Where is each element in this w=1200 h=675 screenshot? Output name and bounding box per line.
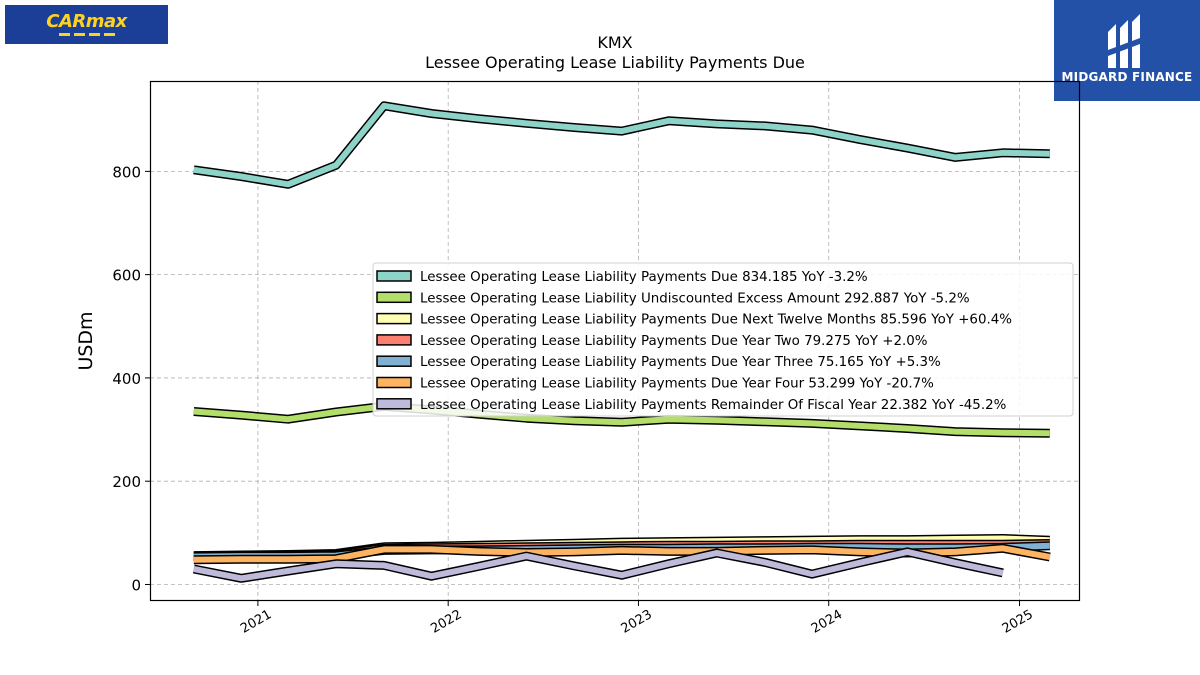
series-7 [192, 547, 1004, 583]
legend-swatch [376, 398, 412, 410]
legend-box [372, 262, 1074, 417]
legend-swatch [376, 376, 412, 389]
series-line [193, 403, 1050, 437]
legend-swatch [376, 291, 412, 304]
y-tick-label: 0 [131, 576, 141, 594]
legend-label: Lessee Operating Lease Liability Payment… [420, 398, 1006, 413]
y-tick-label: 800 [112, 163, 141, 181]
y-axis: 0 200 400 600 800 [112, 163, 150, 594]
y-tick-label: 200 [112, 473, 141, 491]
legend-swatch [376, 312, 412, 325]
legend-label: Lessee Operating Lease Liability Undisco… [420, 291, 970, 306]
legend-label: Lessee Operating Lease Liability Payment… [420, 355, 941, 370]
series-2 [193, 401, 1050, 438]
series-layer [192, 101, 1051, 583]
x-tick-label: 2022 [428, 607, 464, 637]
legend-item: Lessee Operating Lease Liability Payment… [376, 334, 927, 349]
x-tick-label: 2024 [809, 607, 845, 637]
series-1 [193, 101, 1050, 189]
carmax-logo-dashes [58, 33, 115, 36]
legend-label: Lessee Operating Lease Liability Payment… [420, 377, 934, 392]
legend-item: Lessee Operating Lease Liability Payment… [376, 270, 868, 285]
legend-item: Lessee Operating Lease Liability Undisco… [376, 291, 970, 306]
legend-item: Lessee Operating Lease Liability Payment… [376, 376, 934, 392]
y-tick-label: 600 [112, 267, 141, 285]
y-axis-label: USDm [75, 311, 97, 370]
chart-subtitle: Lessee Operating Lease Liability Payment… [425, 53, 805, 72]
legend-item: Lessee Operating Lease Liability Payment… [376, 398, 1006, 413]
legend-swatch [376, 334, 412, 346]
legend-item: Lessee Operating Lease Liability Payment… [376, 355, 941, 370]
carmax-logo-wordmark: CARmax [46, 11, 127, 32]
plot-frame [149, 80, 1081, 602]
chart-title: KMX [597, 33, 632, 52]
midgard-finance-name: MIDGARD FINANCE [1061, 70, 1193, 84]
y-tick-label: 400 [112, 370, 141, 388]
carmax-logo: CARmax [5, 5, 168, 44]
legend-label: Lessee Operating Lease Liability Payment… [420, 313, 1012, 328]
legend-label: Lessee Operating Lease Liability Payment… [420, 270, 868, 285]
midgard-finance-logo: MIDGARD FINANCE [1054, 0, 1200, 101]
x-axis: 2021 2022 2023 2024 2025 [238, 601, 1036, 637]
series-line [193, 548, 1004, 582]
series-line [193, 102, 1050, 188]
x-tick-label: 2021 [238, 607, 274, 637]
legend-item: Lessee Operating Lease Liability Payment… [376, 312, 1012, 328]
midgard-mark-icon [1108, 14, 1140, 68]
x-tick-label: 2023 [619, 607, 655, 637]
legend-swatch [376, 270, 412, 282]
x-tick-label: 2025 [1000, 607, 1036, 637]
legend: Lessee Operating Lease Liability Payment… [372, 262, 1074, 417]
legend-label: Lessee Operating Lease Liability Payment… [420, 334, 927, 349]
legend-swatch [376, 355, 412, 367]
